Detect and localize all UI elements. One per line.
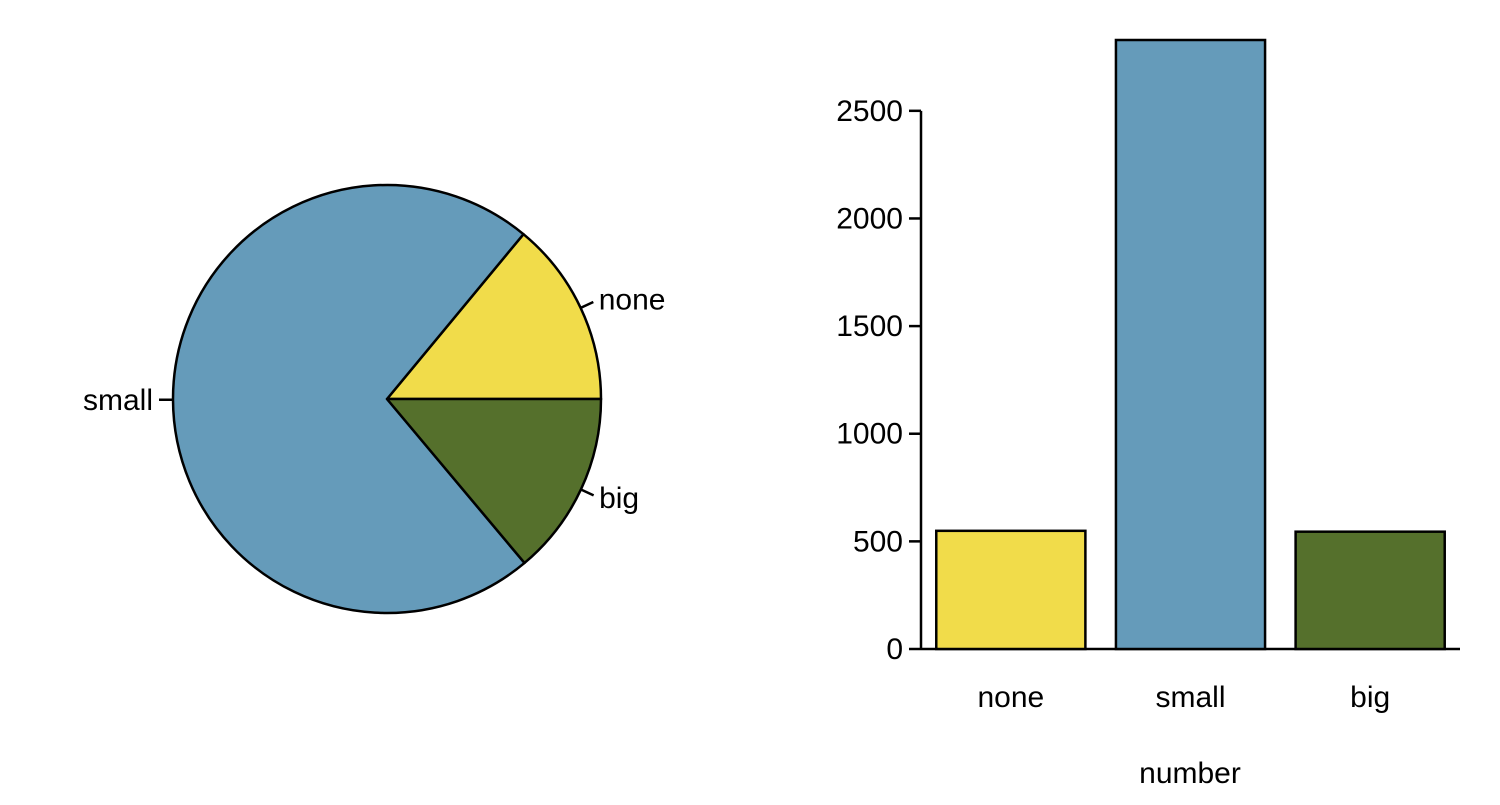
y-tick-label-500: 500 (853, 525, 903, 558)
x-tick-label-none: none (977, 681, 1044, 714)
x-tick-label-small: small (1155, 681, 1225, 714)
pie-label-big: big (599, 482, 639, 515)
bars (936, 40, 1444, 649)
x-tick-label-big: big (1350, 681, 1390, 714)
x-tick-labels: none small big (977, 681, 1390, 714)
bar-chart: 0 500 1000 1500 2000 2500 none small big number (836, 40, 1460, 790)
y-tick-label-2000: 2000 (836, 202, 903, 235)
bar-none (936, 531, 1085, 649)
pie-chart: none small big (83, 185, 666, 613)
y-tick-label-0: 0 (886, 633, 903, 666)
pie-label-tick-none (581, 302, 594, 308)
pie-label-tick-big (581, 489, 594, 495)
y-tick-label-2500: 2500 (836, 95, 903, 128)
x-axis-title: number (1139, 757, 1241, 790)
bar-small (1116, 40, 1265, 649)
y-tick-label-1000: 1000 (836, 418, 903, 451)
pie-label-none: none (599, 283, 666, 316)
bar-big (1296, 532, 1445, 649)
pie-label-small: small (83, 384, 153, 417)
y-tick-label-1500: 1500 (836, 310, 903, 343)
pie-slices (173, 185, 601, 613)
